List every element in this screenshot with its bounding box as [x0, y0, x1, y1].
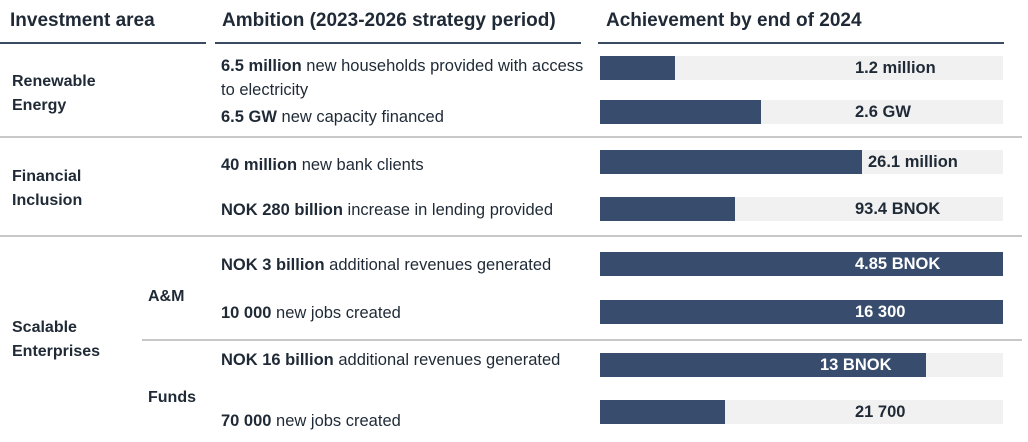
- ambition-target: 6.5 million: [221, 57, 302, 75]
- achievement-value: 21 700: [855, 403, 906, 421]
- group-scalable-enterprises: Scalable Enterprises: [12, 319, 101, 360]
- header-achievement: Achievement by end of 2024: [606, 10, 862, 31]
- header-divider: [598, 42, 1004, 44]
- ambition-target: 70 000: [221, 412, 272, 430]
- ambition-target: 6.5 GW: [221, 108, 277, 126]
- ambition-description: additional revenues generated: [324, 256, 552, 274]
- ambition-text: 70 000 new jobs created: [221, 409, 591, 433]
- ambition-text: 10 000 new jobs created: [221, 301, 591, 325]
- ambition-description: new bank clients: [297, 156, 424, 174]
- progress-track: 26.1 million: [600, 150, 1003, 174]
- ambition-description: new jobs created: [271, 412, 401, 430]
- progress-bar: [600, 56, 675, 80]
- progress-bar: [600, 400, 725, 424]
- ambition-description: additional revenues generated: [333, 351, 561, 369]
- progress-bar: [600, 197, 735, 221]
- progress-track: 2.6 GW: [600, 100, 1003, 124]
- progress-track: 1.2 million: [600, 56, 1003, 80]
- progress-track: 93.4 BNOK: [600, 197, 1003, 221]
- achievement-value: 1.2 million: [855, 59, 936, 77]
- ambition-text: NOK 16 billion additional revenues gener…: [221, 348, 591, 372]
- ambition-target: NOK 3 billion: [221, 256, 325, 274]
- progress-bar: [600, 100, 762, 124]
- ambition-description: increase in lending provided: [342, 201, 553, 219]
- progress-bar: [600, 252, 1003, 276]
- row-divider: [142, 339, 1022, 341]
- progress-track: 16 300: [600, 300, 1003, 324]
- progress-bar: [600, 150, 862, 174]
- ambition-description: new jobs created: [271, 304, 401, 322]
- ambition-target: 40 million: [221, 156, 298, 174]
- group-renewable-energy: Renewable Energy: [12, 73, 96, 114]
- header-divider: [0, 42, 206, 44]
- ambition-description: new households provided with access to e…: [221, 57, 584, 99]
- group-financial-inclusion: Financial Inclusion: [12, 168, 83, 209]
- progress-bar: [600, 353, 927, 377]
- ambition-text: NOK 280 billion increase in lending prov…: [221, 198, 591, 222]
- ambition-text: 6.5 GW new capacity financed: [221, 105, 591, 129]
- ambition-target: 10 000: [221, 304, 272, 322]
- ambition-target: NOK 280 billion: [221, 201, 343, 219]
- ambition-text: 6.5 million new households provided with…: [221, 54, 591, 102]
- ambition-text: 40 million new bank clients: [221, 153, 591, 177]
- achievement-value: 2.6 GW: [855, 103, 911, 121]
- row-divider: [0, 136, 1022, 138]
- progress-track: 13 BNOK: [600, 353, 1003, 377]
- achievement-value: 16 300: [855, 303, 906, 321]
- ambition-description: new capacity financed: [276, 108, 444, 126]
- header-investment-area: Investment area: [10, 10, 155, 31]
- achievement-value: 26.1 million: [868, 153, 958, 171]
- subgroup-am: A&M: [148, 288, 185, 305]
- header-divider: [215, 42, 581, 44]
- ambition-text: NOK 3 billion additional revenues genera…: [221, 253, 591, 277]
- subgroup-funds: Funds: [148, 389, 196, 406]
- row-divider: [0, 235, 1022, 237]
- progress-bar: [600, 300, 1003, 324]
- header-ambition: Ambition (2023-2026 strategy period): [222, 10, 556, 31]
- achievement-value: 13 BNOK: [820, 356, 892, 374]
- achievement-value: 93.4 BNOK: [855, 200, 941, 218]
- progress-track: 4.85 BNOK: [600, 252, 1003, 276]
- ambition-target: NOK 16 billion: [221, 351, 334, 369]
- progress-track: 21 700: [600, 400, 1003, 424]
- achievement-value: 4.85 BNOK: [855, 255, 941, 273]
